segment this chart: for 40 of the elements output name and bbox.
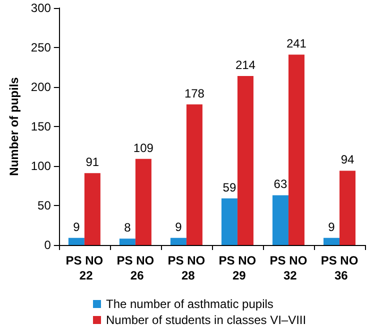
data-label: 9 bbox=[328, 220, 336, 234]
y-tick-label: 100 bbox=[30, 159, 52, 173]
x-tick-label: PS NO 28 bbox=[168, 254, 206, 282]
y-tick-label: 150 bbox=[30, 120, 52, 134]
data-label: 59 bbox=[222, 180, 236, 194]
bar bbox=[237, 76, 254, 245]
data-label: 241 bbox=[286, 36, 307, 51]
y-tick-label: 250 bbox=[30, 40, 52, 54]
legend-label: Number of students in classes VI–VIII bbox=[106, 313, 306, 327]
data-label: 9 bbox=[175, 220, 182, 234]
data-label: 178 bbox=[184, 86, 205, 100]
x-tick-label: PS NO 29 bbox=[218, 254, 256, 282]
data-label: 214 bbox=[235, 58, 256, 72]
data-label: 9 bbox=[73, 220, 80, 234]
bar bbox=[135, 158, 152, 245]
x-tick-label: PS NO 26 bbox=[116, 254, 154, 282]
y-tick-label: 50 bbox=[38, 198, 52, 212]
bar bbox=[339, 170, 356, 245]
bar bbox=[221, 198, 238, 245]
bar bbox=[323, 238, 340, 245]
data-label: 91 bbox=[86, 155, 100, 170]
bar bbox=[186, 104, 202, 245]
bar bbox=[119, 238, 136, 245]
bar bbox=[170, 238, 186, 245]
legend-label: The number of asthmatic pupils bbox=[106, 297, 274, 311]
bar bbox=[68, 238, 84, 245]
y-tick-label: 200 bbox=[30, 80, 52, 94]
data-label: 63 bbox=[274, 177, 288, 192]
data-label: 94 bbox=[340, 152, 354, 167]
data-label: 109 bbox=[133, 140, 154, 155]
bar bbox=[272, 195, 288, 245]
y-axis-title: Number of pupils bbox=[7, 76, 21, 176]
bar bbox=[288, 54, 304, 245]
data-label: 8 bbox=[124, 220, 132, 235]
x-tick-label: PS NO 32 bbox=[270, 254, 308, 282]
y-tick-label: 0 bbox=[44, 238, 52, 252]
x-tick-label: PS NO 22 bbox=[66, 254, 104, 282]
bar bbox=[84, 173, 100, 245]
x-tick-label: PS NO 36 bbox=[320, 254, 358, 282]
y-tick-label: 300 bbox=[30, 1, 52, 15]
